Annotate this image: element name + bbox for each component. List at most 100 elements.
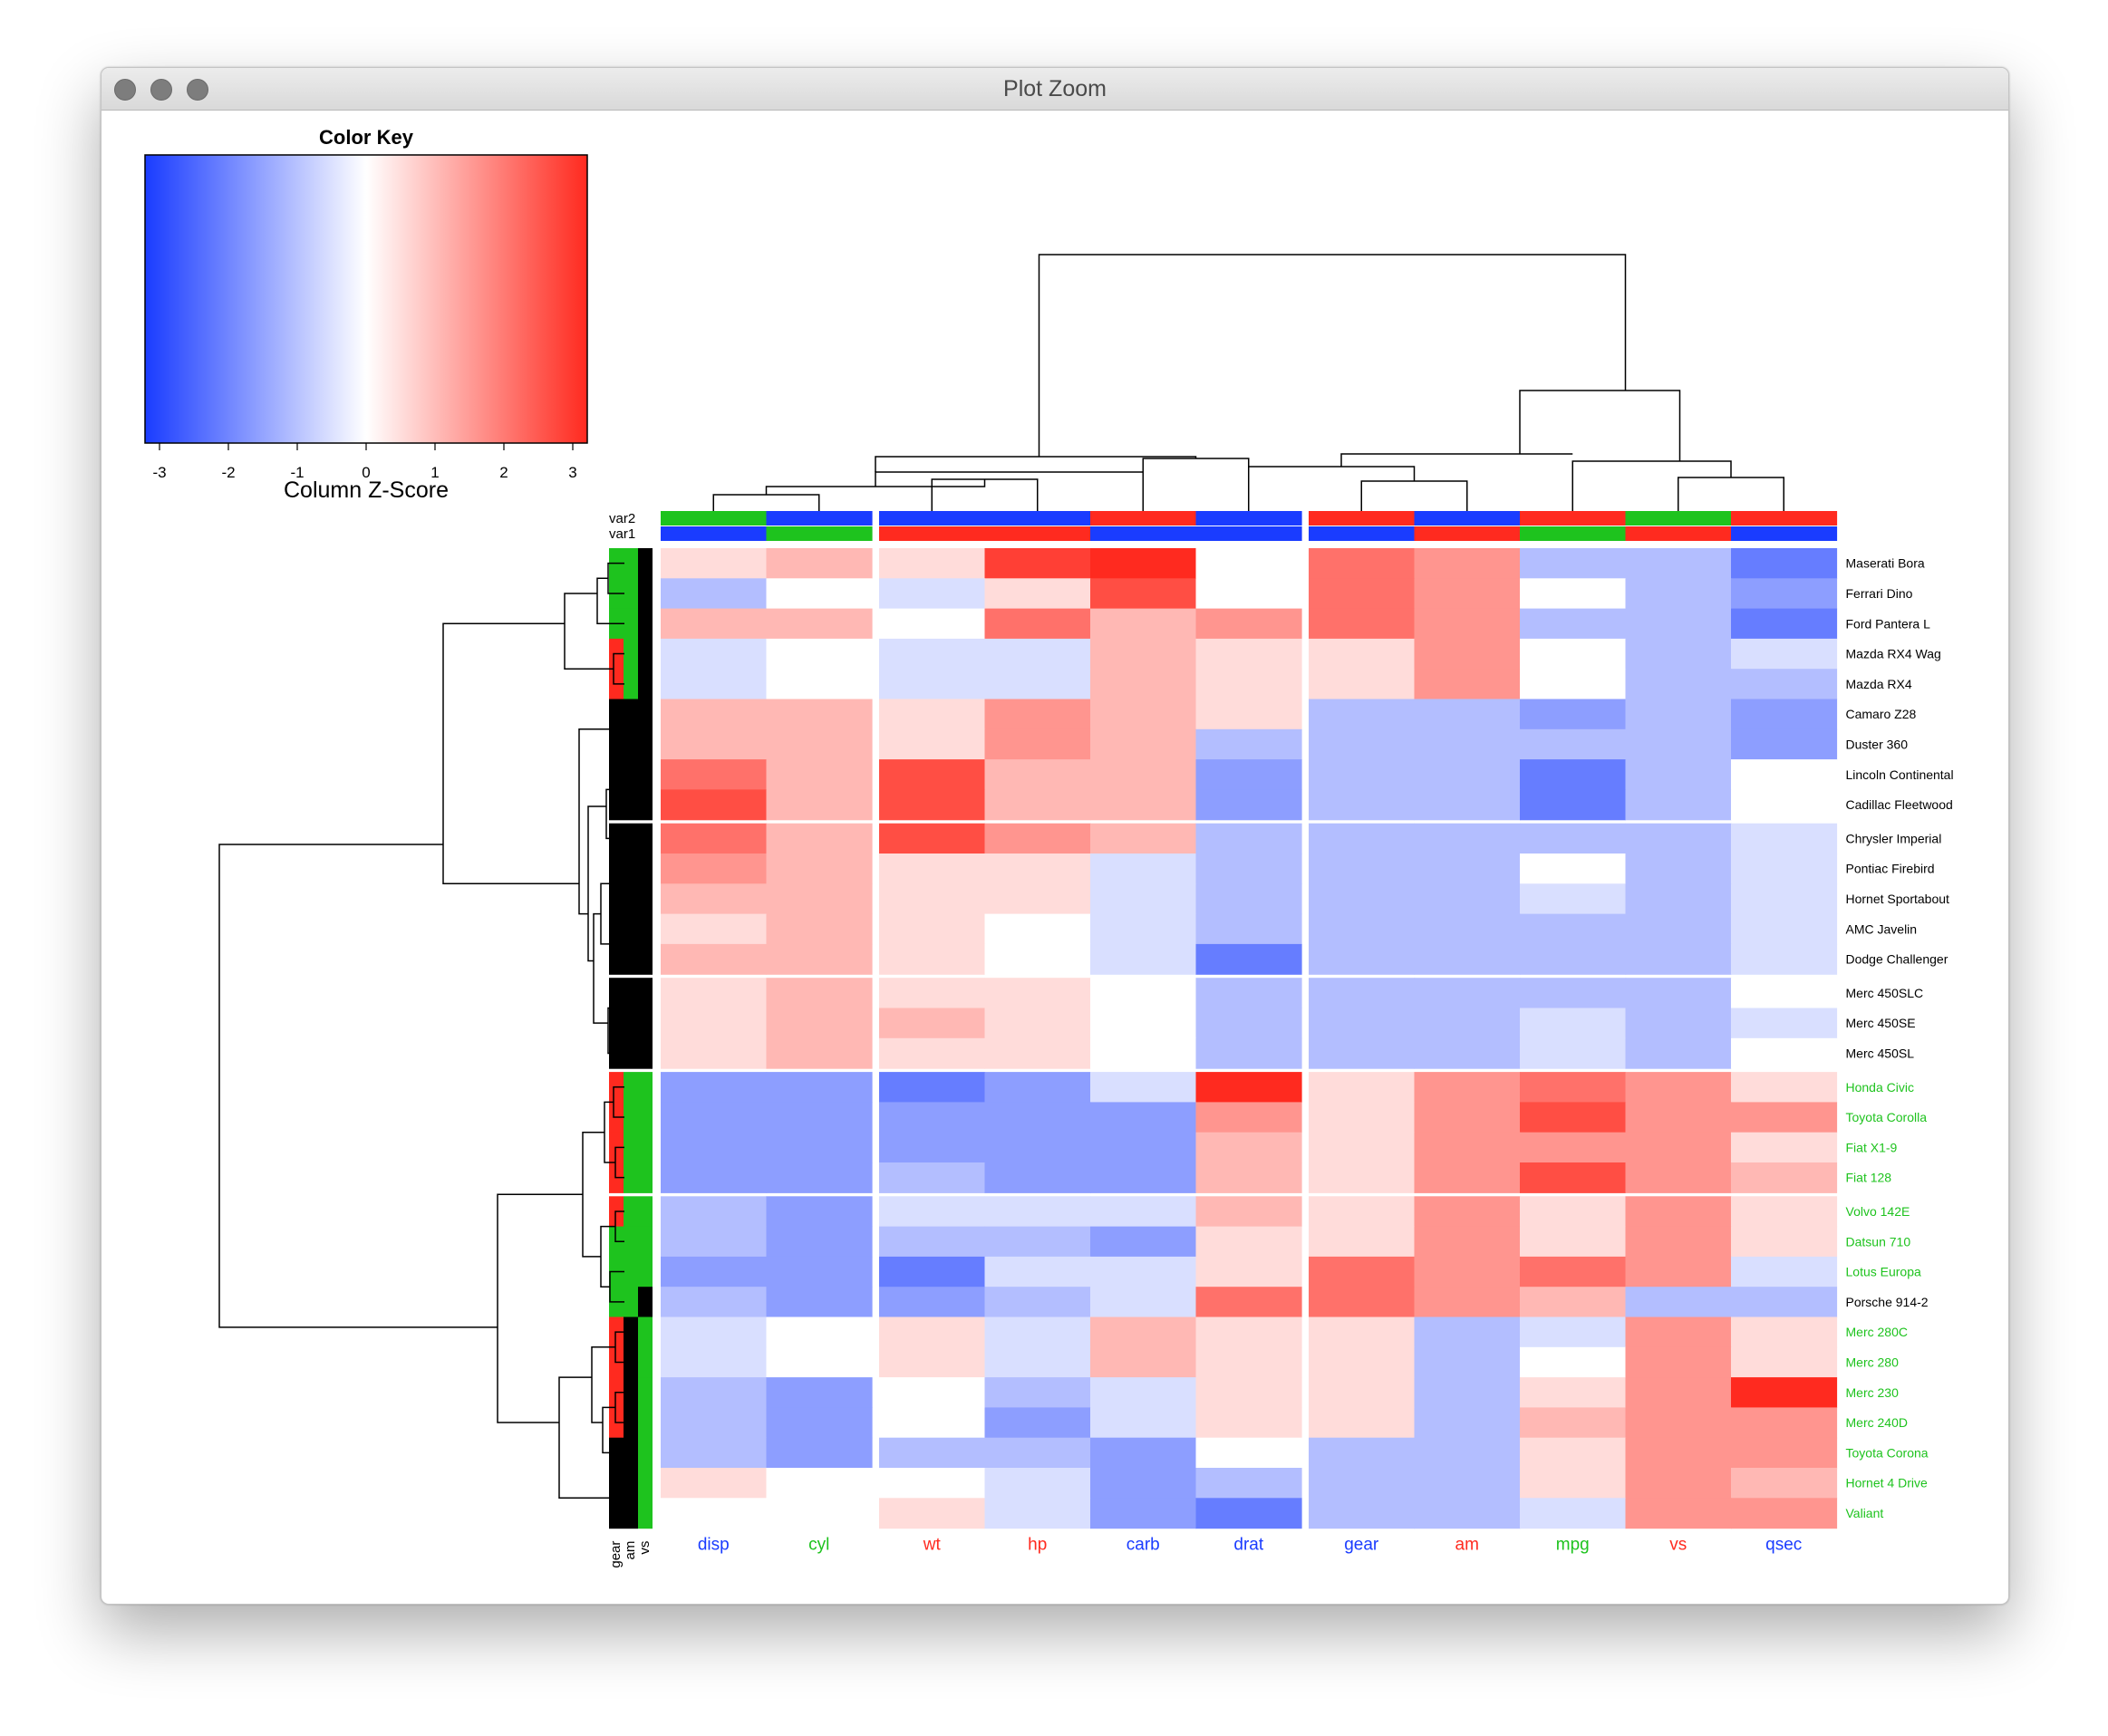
heatmap-cell <box>661 978 768 1009</box>
heatmap-cell <box>766 789 873 821</box>
heatmap-cell <box>1309 1196 1416 1228</box>
heatmap-cell <box>1625 1037 1732 1069</box>
heatmap-cell <box>1625 1437 1732 1469</box>
column-label: qsec <box>1765 1536 1802 1555</box>
row-annotation-cell <box>624 699 638 730</box>
heatmap-cell <box>1520 1256 1627 1288</box>
row-label: Dodge Challenger <box>1846 952 1948 967</box>
heatmap-cell <box>1414 1196 1521 1228</box>
close-button[interactable] <box>114 79 136 101</box>
heatmap-cell <box>766 1407 873 1439</box>
heatmap-cell <box>661 578 768 610</box>
row-label: Porsche 914-2 <box>1846 1295 1929 1309</box>
heatmap-cell <box>1090 854 1197 884</box>
heatmap-cell <box>984 789 1091 821</box>
heatmap-cell <box>1195 669 1302 700</box>
heatmap-cell <box>1731 1008 1838 1039</box>
heatmap-cell <box>1309 1287 1416 1318</box>
heatmap-cell <box>661 1102 768 1133</box>
row-annotation-cell <box>638 608 653 640</box>
heatmap-cell <box>1195 823 1302 854</box>
heatmap-cell <box>879 699 986 730</box>
heatmap-cell <box>1090 1196 1197 1228</box>
heatmap-cell <box>1309 823 1416 854</box>
heatmap-cell <box>661 638 768 670</box>
heatmap-cell <box>984 1132 1091 1163</box>
column-annotation-cell <box>1625 511 1732 526</box>
heatmap-cell <box>1090 669 1197 700</box>
heatmap-cell <box>1195 1256 1302 1288</box>
heatmap-cell <box>766 1226 873 1258</box>
heatmap-cell <box>1625 608 1732 640</box>
row-annotation-cell <box>638 1037 653 1069</box>
heatmap-cell <box>1090 1162 1197 1193</box>
heatmap-cell <box>879 1377 986 1408</box>
heatmap-cell <box>1414 943 1521 975</box>
row-label: Mazda RX4 <box>1846 677 1912 691</box>
heatmap-cell <box>1625 913 1732 945</box>
heatmap-cell <box>879 913 986 945</box>
heatmap-cell <box>1520 548 1627 579</box>
heatmap-cell <box>1414 1316 1521 1348</box>
heatmap-cell <box>1414 1132 1521 1163</box>
heatmap-cell <box>1090 1377 1197 1408</box>
heatmap-cell <box>766 578 873 610</box>
heatmap-cell <box>1625 1162 1732 1193</box>
heatmap-cell <box>1625 638 1732 670</box>
zoom-button[interactable] <box>187 79 208 101</box>
heatmap-cell <box>1309 1407 1416 1439</box>
heatmap-cell <box>879 728 986 760</box>
title-bar: Plot Zoom <box>102 68 2008 111</box>
heatmap-cell <box>1195 1437 1302 1469</box>
heatmap-cell <box>766 943 873 975</box>
heatmap-cell <box>1414 608 1521 640</box>
row-annotation-cell <box>624 1468 638 1499</box>
column-annotation-label: var2 <box>609 511 635 526</box>
heatmap-cell <box>1520 1346 1627 1378</box>
heatmap-cell <box>1414 823 1521 854</box>
heatmap-cell <box>661 669 768 700</box>
row-label: Volvo 142E <box>1846 1204 1910 1219</box>
row-dendrogram <box>587 805 606 962</box>
color-key-gradient <box>144 154 588 444</box>
row-annotation-cell <box>624 638 638 670</box>
heatmap-cell <box>1090 1407 1197 1439</box>
heatmap-cell <box>1625 1132 1732 1163</box>
heatmap-cell <box>984 1498 1091 1529</box>
heatmap-cell <box>879 823 986 854</box>
heatmap-cell <box>1195 1102 1302 1133</box>
column-annotation-cell <box>1309 511 1416 526</box>
heatmap-cell <box>1414 854 1521 884</box>
heatmap-cell <box>1090 578 1197 610</box>
heatmap-cell <box>1414 1037 1521 1069</box>
column-annotation-cell <box>1520 526 1627 541</box>
heatmap-cell <box>1625 854 1732 884</box>
minimize-button[interactable] <box>150 79 172 101</box>
heatmap-cell <box>879 854 986 884</box>
heatmap-cell <box>1520 669 1627 700</box>
heatmap-cell <box>1195 1346 1302 1378</box>
column-dendrogram <box>1360 480 1468 511</box>
heatmap-cell <box>879 608 986 640</box>
heatmap-cell <box>1195 883 1302 915</box>
heatmap-cell <box>879 638 986 670</box>
heatmap-cell <box>1195 1196 1302 1228</box>
heatmap-cell <box>1090 638 1197 670</box>
heatmap-cell <box>1090 943 1197 975</box>
heatmap-cell <box>766 1346 873 1378</box>
column-label: vs <box>1669 1536 1687 1555</box>
row-annotation-cell <box>624 854 638 884</box>
heatmap-cell <box>661 943 768 975</box>
row-label: Datsun 710 <box>1846 1234 1911 1249</box>
heatmap-cell <box>879 578 986 610</box>
heatmap-cell <box>1414 1468 1521 1499</box>
row-label: Ferrari Dino <box>1846 586 1913 601</box>
heatmap-cell <box>1309 728 1416 760</box>
heatmap-cell <box>766 1468 873 1499</box>
heatmap-cell <box>1090 608 1197 640</box>
heatmap-cell <box>1195 978 1302 1009</box>
heatmap-cell <box>1414 1256 1521 1288</box>
row-label: Merc 450SLC <box>1846 986 1924 1000</box>
heatmap-cell <box>1195 1132 1302 1163</box>
row-label: Honda Civic <box>1846 1080 1914 1095</box>
